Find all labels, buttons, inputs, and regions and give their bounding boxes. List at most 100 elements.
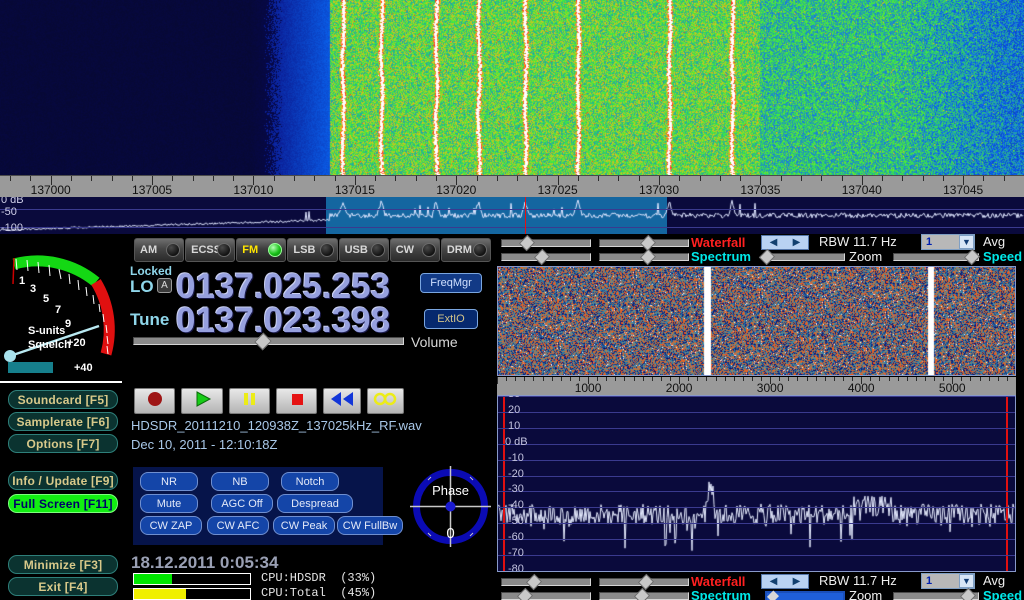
mode-led-icon — [217, 243, 232, 257]
mode-button-am[interactable]: AM — [134, 238, 185, 262]
mode-button-fm[interactable]: FM — [236, 238, 287, 262]
avg-value-top: 1 — [926, 236, 933, 248]
audio-db-label: 0 dB — [505, 436, 528, 448]
ruler-label: 137015 — [334, 183, 375, 197]
volume-slider[interactable] — [133, 332, 404, 351]
slider-knob[interactable] — [516, 587, 534, 600]
mode-button-lsb[interactable]: LSB — [287, 238, 338, 262]
slider-knob[interactable] — [640, 248, 657, 266]
slider-knob[interactable] — [525, 573, 542, 591]
samplerate-button[interactable]: Samplerate [F6] — [8, 412, 118, 431]
sp-brightness-slider-bottom[interactable] — [599, 587, 689, 600]
ruler-tick — [760, 176, 762, 185]
dsp-button-nb[interactable]: NB — [211, 472, 269, 491]
svg-text:1: 1 — [19, 275, 25, 287]
full-screen-button[interactable]: Full Screen [F11] — [8, 494, 118, 513]
rf-frequency-ruler[interactable]: 137000 137005 137010 137015 137020 137025 1370… — [0, 175, 1024, 197]
dsp-button-nr[interactable]: NR — [140, 472, 198, 491]
mode-button-cw[interactable]: CW — [389, 238, 440, 262]
slider-knob[interactable] — [759, 248, 776, 266]
dsp-button-mute[interactable]: Mute — [140, 494, 198, 513]
ruler-tick — [456, 176, 458, 185]
slider-knob[interactable] — [634, 587, 651, 600]
loop-button[interactable] — [366, 388, 404, 414]
lo-auto-badge[interactable]: A — [157, 278, 172, 293]
dsp-button-agc-off[interactable]: AGC Off — [211, 494, 273, 513]
audio-frequency-ruler[interactable]: 1000 2000 3000 4000 5000 — [497, 377, 1016, 395]
gridline — [498, 571, 1016, 572]
zoom-bar-knob[interactable] — [766, 590, 780, 600]
sp-contrast-slider-top[interactable] — [501, 248, 591, 266]
audio-filter-edge-left[interactable] — [503, 396, 505, 571]
slider-knob[interactable] — [637, 573, 654, 591]
wf-brightness-slider-top[interactable] — [599, 234, 689, 252]
dsp-button-cw-zap[interactable]: CW ZAP — [140, 516, 202, 535]
mode-button-drm[interactable]: DRM — [440, 238, 491, 262]
pause-button[interactable] — [228, 388, 270, 414]
tune-frequency-readout[interactable]: 0137.023.398 — [176, 301, 391, 340]
ruler-tick — [780, 176, 782, 181]
dsp-button-notch[interactable]: Notch — [281, 472, 339, 491]
info-update-button[interactable]: Info / Update [F9] — [8, 471, 118, 490]
mode-button-ecss[interactable]: ECSS — [185, 238, 236, 262]
audio-filter-edge-right[interactable] — [1006, 396, 1008, 571]
soundcard-button[interactable]: Soundcard [F5] — [8, 390, 118, 409]
rbw-spinner-top[interactable]: ◀ ▶ — [761, 235, 809, 250]
rf-waterfall-display[interactable] — [0, 0, 1024, 175]
rbw-spinner-bottom[interactable]: ◀ ▶ — [761, 574, 809, 589]
wf-contrast-slider-top[interactable] — [501, 234, 591, 252]
avg-combo-bottom[interactable]: 1 ▼ — [921, 573, 975, 589]
chevron-down-icon[interactable]: ▼ — [959, 574, 974, 588]
zoom-slider-top[interactable] — [759, 248, 845, 266]
extio-button[interactable]: ExtIO — [424, 309, 478, 329]
dsp-button-cw-peak[interactable]: CW Peak — [273, 516, 335, 535]
ruler-tick — [334, 176, 336, 181]
ruler-tick — [961, 377, 963, 381]
slider-knob[interactable] — [963, 248, 981, 266]
exit-button[interactable]: Exit [F4] — [8, 577, 118, 596]
audio-spectrum-display[interactable]: 30 20 10 0 dB -10 -20 -30 -40 -50 -60 -70 -80 — [497, 395, 1016, 572]
squelch-level-bar[interactable] — [8, 362, 53, 373]
options-button[interactable]: Options [F7] — [8, 434, 118, 453]
record-button[interactable] — [134, 388, 176, 414]
play-button[interactable] — [181, 388, 223, 414]
chevron-right-icon[interactable]: ▶ — [792, 237, 801, 248]
chevron-right-icon[interactable]: ▶ — [792, 576, 801, 587]
chevron-left-icon[interactable]: ◀ — [769, 576, 778, 587]
stop-button[interactable] — [275, 388, 318, 414]
mode-button-usb[interactable]: USB — [338, 238, 389, 262]
mode-led-icon — [319, 243, 334, 257]
wf-contrast-slider-bottom[interactable] — [501, 573, 591, 591]
zoom-bar-bottom[interactable] — [765, 590, 845, 600]
chevron-left-icon[interactable]: ◀ — [769, 237, 778, 248]
avg-combo-top[interactable]: 1 ▼ — [921, 234, 975, 250]
dsp-button-despread[interactable]: Despread — [277, 494, 353, 513]
lo-frequency-readout[interactable]: 0137.025.253 — [176, 267, 391, 306]
chevron-down-icon[interactable]: ▼ — [959, 235, 974, 249]
sp-brightness-slider-top[interactable] — [599, 248, 689, 266]
ruler-tick — [922, 176, 924, 181]
dsp-button-cw-afc[interactable]: CW AFC — [207, 516, 269, 535]
ruler-tick — [915, 377, 917, 381]
gridline — [498, 555, 1015, 556]
audio-waterfall-display[interactable] — [497, 266, 1016, 376]
rf-spectrum-display[interactable]: 0 dB -50 -100 — [0, 197, 1024, 234]
cpu-hdsdr-bar — [133, 573, 251, 585]
dsp-button-cw-fullbw[interactable]: CW FullBw — [337, 516, 403, 535]
speed-slider-bottom[interactable] — [893, 587, 979, 600]
sp-contrast-slider-bottom[interactable] — [501, 587, 591, 600]
slider-knob[interactable] — [959, 587, 977, 600]
rewind-button[interactable] — [323, 388, 361, 414]
wf-brightness-slider-bottom[interactable] — [599, 573, 689, 591]
slider-knob[interactable] — [518, 234, 535, 252]
slider-knob[interactable] — [533, 248, 550, 266]
speed-slider-top[interactable] — [893, 248, 981, 266]
tune-cursor[interactable] — [525, 197, 527, 234]
audio-waterfall-canvas[interactable] — [498, 267, 1015, 375]
freqmgr-button[interactable]: FreqMgr — [420, 273, 482, 293]
mode-led-icon — [370, 243, 385, 257]
rf-waterfall-canvas[interactable] — [0, 0, 1024, 175]
minimize-button[interactable]: Minimize [F3] — [8, 555, 118, 574]
audio-spectrum-canvas — [498, 396, 1015, 571]
